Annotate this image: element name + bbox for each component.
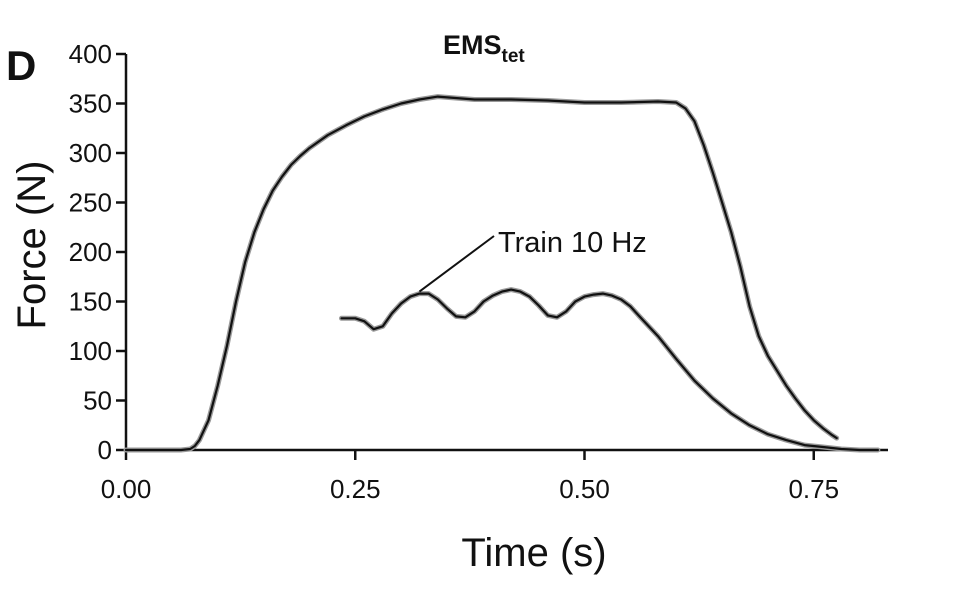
chart-title: EMStet <box>443 30 525 67</box>
series-1-halo <box>123 94 840 453</box>
axes: 0 50 100 150 200 250 300 350 400 0.00 0.25 0.50 0.75 <box>69 39 888 504</box>
y-tick-label: 150 <box>69 287 112 317</box>
y-tick-label: 0 <box>98 435 112 465</box>
annotation-layer: Train 10 Hz <box>418 227 647 293</box>
y-tick-label: 400 <box>69 39 112 69</box>
y-tick-label: 100 <box>69 336 112 366</box>
y-axis-title: Force (N) <box>10 161 54 330</box>
y-tick-label: 300 <box>69 138 112 168</box>
annotation-leader-line <box>418 235 495 293</box>
x-tick-label: 0.75 <box>788 474 839 504</box>
annotation-label: Train 10 Hz <box>498 227 647 259</box>
panel-letter: D <box>6 42 36 89</box>
x-axis-title: Time (s) <box>461 531 606 575</box>
y-tick-label: 200 <box>69 237 112 267</box>
series-2-halo <box>339 287 881 453</box>
x-tick-label: 0.50 <box>559 474 610 504</box>
series-2-line <box>340 288 879 452</box>
series-layer <box>123 94 881 453</box>
x-tick-label: 0.00 <box>101 474 152 504</box>
y-tick-label: 50 <box>83 386 112 416</box>
series-1-line <box>124 95 838 452</box>
x-tick-label: 0.25 <box>330 474 381 504</box>
y-tick-label: 350 <box>69 89 112 119</box>
y-tick-label: 250 <box>69 188 112 218</box>
